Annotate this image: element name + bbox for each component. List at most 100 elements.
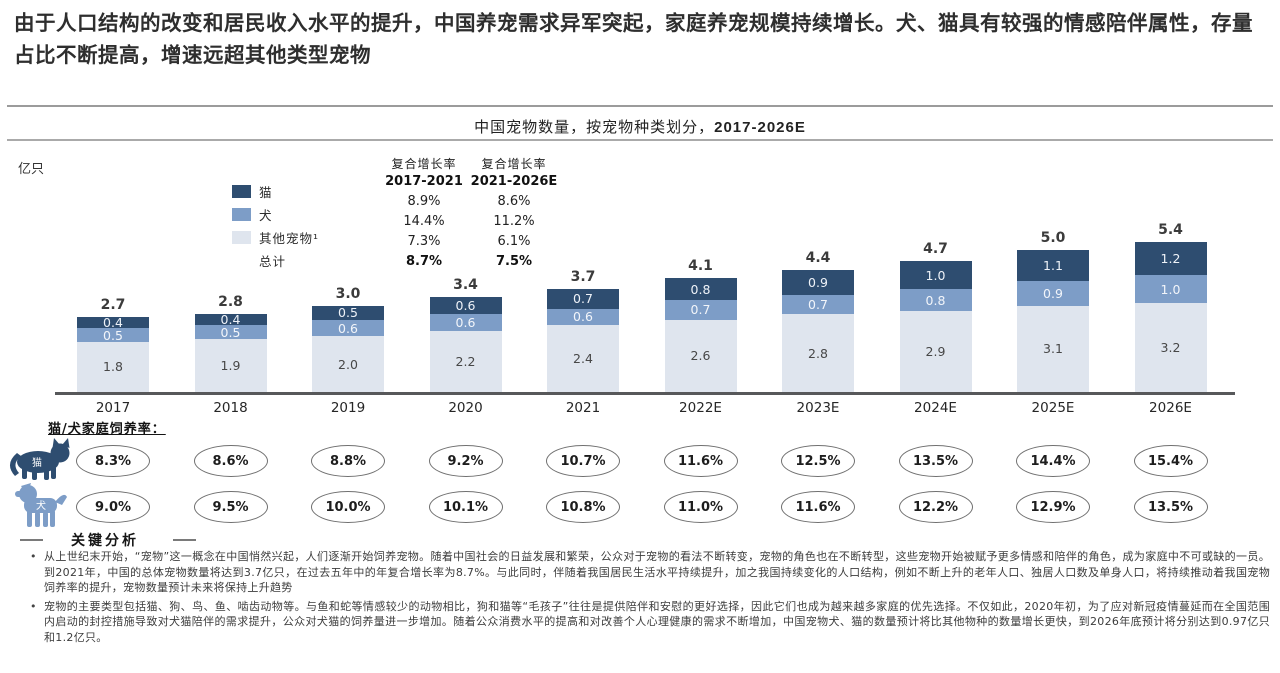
bar-segment-猫: 1.0 bbox=[899, 261, 972, 290]
bar-segment-其他宠物¹: 2.9 bbox=[899, 311, 972, 392]
bar-total-label: 4.7 bbox=[923, 241, 948, 258]
bar-segment-犬: 0.5 bbox=[77, 328, 149, 343]
bar-segment-犬: 0.6 bbox=[429, 314, 502, 331]
cat-rate-badge: 10.7% bbox=[546, 445, 620, 477]
cat-rate-badge: 14.4% bbox=[1016, 445, 1090, 477]
bar-segment-猫: 0.9 bbox=[782, 269, 854, 295]
legend-row: 总计 bbox=[232, 249, 319, 272]
dog-rate-badge: 11.6% bbox=[781, 491, 855, 523]
analysis-bullet: • 从上世纪末开始，“宠物”这一概念在中国悄然兴起，人们逐渐开始饲养宠物。随着中国… bbox=[30, 549, 1270, 596]
cat-rate-badge: 11.6% bbox=[663, 445, 738, 477]
dash-left bbox=[20, 539, 43, 541]
chart-legend: 猫犬其他宠物¹ 总计 bbox=[232, 180, 319, 272]
x-axis-tick-label: 2025E bbox=[1031, 400, 1075, 416]
bar-segment-猫: 1.2 bbox=[1134, 241, 1207, 276]
x-axis-tick-label: 2024E bbox=[914, 400, 957, 416]
cat-rate-badge: 13.5% bbox=[898, 445, 973, 477]
bullet-text: 宠物的主要类型包括猫、狗、鸟、鱼、啮齿动物等。与鱼和蛇等情感较少的动物相比，狗和… bbox=[44, 599, 1270, 644]
divider-top bbox=[7, 105, 1273, 107]
cagr-value: 14.4% bbox=[403, 214, 445, 229]
bar-total-label: 2.8 bbox=[218, 294, 243, 311]
bar-segment-其他宠物¹: 1.8 bbox=[77, 341, 149, 392]
bar-segment-猫: 0.7 bbox=[547, 289, 619, 309]
bar-segment-其他宠物¹: 2.8 bbox=[782, 314, 854, 392]
legend-row: 其他宠物¹ bbox=[232, 226, 319, 249]
bar-total-label: 5.4 bbox=[1158, 221, 1183, 238]
dog-rate-badge: 12.2% bbox=[898, 491, 973, 523]
x-axis-tick-label: 2022E bbox=[679, 400, 722, 416]
bar-total-label: 3.0 bbox=[335, 285, 361, 302]
cagr-header: 复合增长率 bbox=[391, 157, 457, 171]
bar-segment-其他宠物¹: 2.2 bbox=[429, 330, 502, 392]
y-axis-unit-label: 亿只 bbox=[18, 162, 45, 177]
bar-segment-犬: 0.6 bbox=[547, 308, 619, 326]
x-axis-tick-label: 2020 bbox=[448, 400, 483, 416]
bullet-dot: • bbox=[30, 599, 37, 613]
divider-under-title bbox=[7, 139, 1273, 141]
cat-rate-badge: 8.3% bbox=[76, 445, 150, 477]
legend-swatch bbox=[232, 231, 251, 244]
bar-total-label: 4.1 bbox=[688, 258, 713, 275]
chart-title-text: 中国宠物数量，按宠物种类划分， bbox=[474, 118, 715, 136]
dash-right bbox=[173, 539, 196, 541]
cagr-period: 2017-2021 bbox=[385, 174, 463, 189]
bar-segment-猫: 1.1 bbox=[1017, 250, 1089, 281]
cagr-period: 2021-2026E bbox=[470, 174, 558, 189]
cagr-column-2017-2021: 复合增长率 2017-2021 8.9% 14.4% 7.3% 8.7% bbox=[376, 155, 472, 269]
dog-icon-label: 犬 bbox=[36, 499, 46, 512]
cat-rate-badge: 15.4% bbox=[1133, 445, 1208, 477]
bar-segment-犬: 0.7 bbox=[782, 294, 854, 315]
dog-rate-badge: 12.9% bbox=[1016, 491, 1090, 523]
bar-segment-其他宠物¹: 1.9 bbox=[194, 339, 267, 392]
dog-rate-badge: 10.8% bbox=[546, 491, 620, 523]
dog-rate-badge: 9.0% bbox=[76, 491, 150, 523]
analysis-bullet: • 宠物的主要类型包括猫、狗、鸟、鱼、啮齿动物等。与鱼和蛇等情感较少的动物相比，狗… bbox=[30, 599, 1270, 646]
cagr-value: 8.9% bbox=[407, 194, 441, 209]
bar-segment-猫: 0.4 bbox=[77, 315, 149, 330]
cat-icon: 猫 bbox=[9, 438, 70, 480]
legend-label: 犬 bbox=[259, 208, 273, 223]
bar-segment-猫: 0.4 bbox=[194, 312, 267, 327]
dog-icon: 犬 bbox=[15, 483, 67, 527]
ownership-rate-heading: 猫/犬家庭饲养率： bbox=[48, 422, 166, 437]
x-axis-tick-label: 2021 bbox=[565, 400, 601, 416]
cagr-value: 8.7% bbox=[405, 254, 443, 269]
cat-rate-badge: 9.2% bbox=[428, 445, 503, 477]
bar-segment-犬: 1.0 bbox=[1134, 275, 1207, 304]
bar-segment-犬: 0.9 bbox=[1017, 280, 1089, 306]
cagr-value: 7.3% bbox=[407, 234, 441, 249]
x-axis-tick-label: 2023E bbox=[796, 400, 840, 416]
bar-segment-犬: 0.6 bbox=[312, 319, 384, 337]
chart-title: 中国宠物数量，按宠物种类划分，2017-2026E bbox=[0, 116, 1280, 137]
legend-label: 其他宠物¹ bbox=[259, 231, 320, 246]
cagr-value: 7.5% bbox=[495, 254, 533, 269]
legend-row: 猫 bbox=[232, 180, 319, 203]
bar-total-label: 3.4 bbox=[453, 277, 478, 294]
dog-rate-badge: 13.5% bbox=[1133, 491, 1208, 523]
bar-segment-犬: 0.7 bbox=[664, 300, 737, 320]
dog-rate-badge: 11.0% bbox=[663, 491, 738, 523]
key-analysis-title: 关键分析 bbox=[71, 533, 139, 549]
bar-segment-犬: 0.5 bbox=[194, 325, 267, 340]
cat-rate-badge: 8.8% bbox=[311, 445, 385, 477]
bar-segment-犬: 0.8 bbox=[899, 289, 972, 312]
bar-total-label: 4.4 bbox=[805, 249, 831, 266]
legend-swatch bbox=[232, 208, 251, 221]
bar-segment-猫: 0.5 bbox=[312, 305, 384, 320]
bullet-text: 从上世纪末开始，“宠物”这一概念在中国悄然兴起，人们逐渐开始饲养宠物。随着中国社… bbox=[44, 550, 1270, 595]
bar-segment-其他宠物¹: 3.1 bbox=[1017, 305, 1089, 392]
slide-headline: 由于人口结构的改变和居民收入水平的提升，中国养宠需求异军突起，家庭养宠规模持续增… bbox=[14, 11, 1253, 67]
bar-segment-其他宠物¹: 2.4 bbox=[547, 325, 619, 392]
cagr-value: 11.2% bbox=[493, 214, 535, 229]
bar-total-label: 3.7 bbox=[570, 269, 596, 286]
cagr-header: 复合增长率 bbox=[481, 157, 547, 171]
x-axis-tick-label: 2018 bbox=[213, 400, 248, 416]
bar-segment-其他宠物¹: 3.2 bbox=[1134, 303, 1207, 392]
dog-rate-badge: 9.5% bbox=[193, 491, 268, 523]
legend-swatch bbox=[232, 254, 251, 267]
bar-segment-其他宠物¹: 2.0 bbox=[312, 336, 384, 392]
cat-rate-badge: 12.5% bbox=[781, 445, 855, 477]
chart-title-range: 2017-2026E bbox=[714, 119, 806, 136]
key-analysis-bullets: • 从上世纪末开始，“宠物”这一概念在中国悄然兴起，人们逐渐开始饲养宠物。随着中国… bbox=[30, 549, 1270, 649]
